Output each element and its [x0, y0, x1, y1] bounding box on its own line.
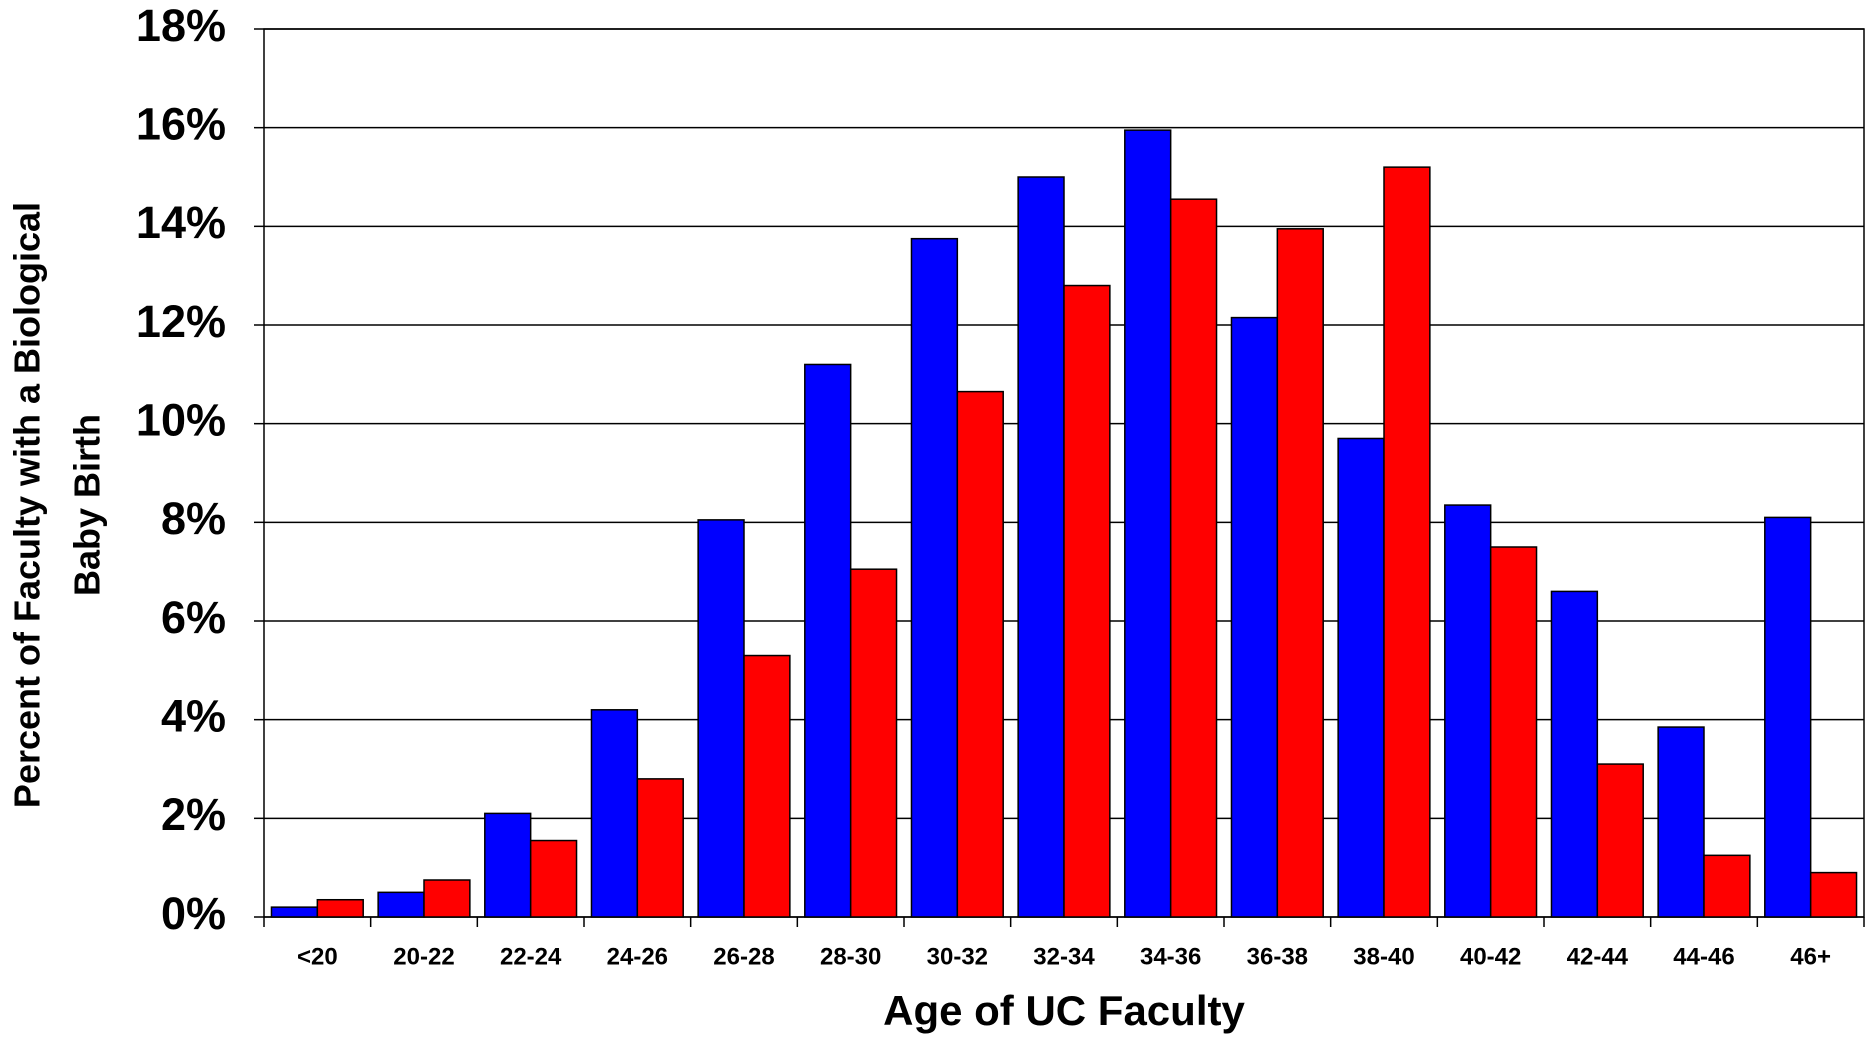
bar: [910, 237, 959, 918]
bar: [1124, 129, 1172, 918]
y-tick-label: 18%: [136, 0, 226, 51]
x-tick-label: 26-28: [713, 943, 774, 970]
bar: [849, 568, 898, 918]
x-tick-label: 28-30: [820, 943, 881, 970]
y-axis-title: Percent of Faculty with a Biological: [7, 202, 48, 808]
bar: [804, 363, 852, 918]
y-tick-label: 10%: [136, 395, 226, 446]
bar: [956, 390, 1004, 918]
x-tick-label: 40-42: [1460, 943, 1521, 970]
bar: [1489, 546, 1538, 918]
x-tick-label: 38-40: [1353, 943, 1414, 970]
x-axis-title: Age of UC Faculty: [883, 987, 1245, 1034]
bar: [270, 906, 319, 918]
bar: [1337, 437, 1385, 918]
bar: [1703, 854, 1751, 918]
y-tick-label: 0%: [161, 888, 226, 939]
x-tick-label: 36-38: [1247, 943, 1308, 970]
x-tick-label: <20: [297, 943, 338, 970]
y-tick-label: 2%: [161, 789, 226, 840]
bar: [1809, 871, 1858, 918]
bar: [316, 898, 364, 918]
bar: [377, 891, 425, 918]
bar: [423, 879, 471, 918]
x-tick-label: 46+: [1790, 943, 1831, 970]
bar: [1230, 316, 1279, 918]
y-tick-label: 8%: [161, 493, 226, 544]
x-tick-label: 32-34: [1033, 943, 1095, 970]
x-tick-label: 44-46: [1673, 943, 1734, 970]
bar: [529, 839, 578, 918]
bar: [1444, 504, 1492, 918]
y-tick-label: 4%: [161, 691, 226, 742]
y-tick-label: 12%: [136, 296, 226, 347]
bar: [636, 778, 684, 918]
bar: [1550, 590, 1599, 918]
x-tick-label: 20-22: [393, 943, 454, 970]
bar: [1764, 516, 1812, 918]
y-axis-title: Baby Birth: [67, 414, 108, 596]
bar: [1169, 198, 1218, 918]
bar: [1596, 763, 1644, 918]
y-tick-label: 16%: [136, 99, 226, 150]
bar: [1276, 228, 1324, 918]
bar: [743, 654, 791, 918]
bar: [590, 709, 639, 918]
bar: [1017, 176, 1065, 918]
bar: [1657, 726, 1705, 918]
y-tick-label: 6%: [161, 592, 226, 643]
x-tick-label: 34-36: [1140, 943, 1201, 970]
y-tick-label: 14%: [136, 197, 226, 248]
x-tick-label: 42-44: [1567, 943, 1629, 970]
bar: [1063, 284, 1111, 918]
bar: [697, 519, 745, 918]
bar: [1383, 166, 1431, 918]
bar: [484, 812, 532, 918]
x-tick-label: 24-26: [607, 943, 668, 970]
x-tick-label: 30-32: [927, 943, 988, 970]
x-tick-label: 22-24: [500, 943, 562, 970]
